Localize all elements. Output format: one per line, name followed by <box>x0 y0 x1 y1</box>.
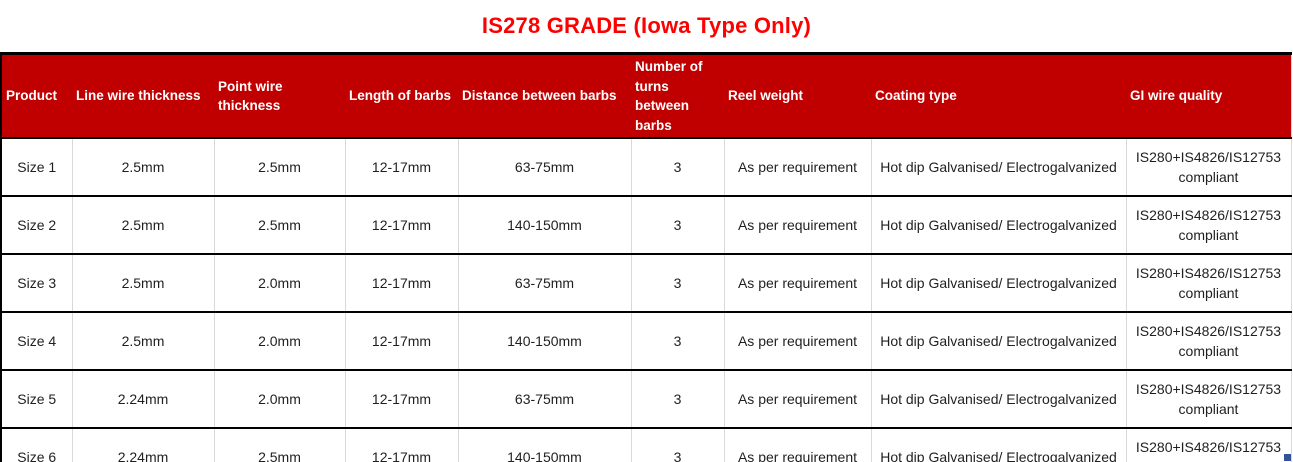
cell-product: Size 2 <box>1 196 72 256</box>
cell-product: Size 3 <box>1 254 72 314</box>
cell-gi-wire-quality: IS280+IS4826/IS12753 compliant <box>1125 138 1291 198</box>
cell-point-wire-thickness: 2.0mm <box>213 370 345 430</box>
cell-product: Size 4 <box>1 312 72 372</box>
page-title: IS278 GRADE (Iowa Type Only) <box>481 13 812 38</box>
cell-distance-between-barbs: 140-150mm <box>457 312 631 372</box>
column-header-point-wire-thickness: Point wire thickness <box>214 53 345 140</box>
cell-distance-between-barbs: 63-75mm <box>457 370 631 430</box>
cell-coating-type: Hot dip Galvanised/ Electrogalvanized <box>870 312 1126 372</box>
cell-point-wire-thickness: 2.0mm <box>213 254 345 314</box>
cell-length-of-barbs: 12-17mm <box>344 138 458 198</box>
cell-gi-wire-quality: IS280+IS4826/IS12753 compliant <box>1125 312 1291 372</box>
cell-reel-weight: As per requirement <box>723 312 871 372</box>
cell-number-of-turns: 3 <box>630 428 724 462</box>
cell-line-wire-thickness: 2.5mm <box>71 312 214 372</box>
cell-line-wire-thickness: 2.24mm <box>71 428 214 462</box>
spec-table: Product Line wire thickness Point wire t… <box>0 52 1292 462</box>
table-row-size-1: Size 1 2.5mm 2.5mm 12-17mm 63-75mm 3 As … <box>1 138 1291 198</box>
column-header-distance-between-barbs: Distance between barbs <box>458 53 631 140</box>
table-row-size-5: Size 5 2.24mm 2.0mm 12-17mm 63-75mm 3 As… <box>1 370 1291 430</box>
cell-number-of-turns: 3 <box>630 196 724 256</box>
cell-gi-wire-quality: IS280+IS4826/IS12753 compliant <box>1125 196 1291 256</box>
table-row-size-2: Size 2 2.5mm 2.5mm 12-17mm 140-150mm 3 A… <box>1 196 1291 256</box>
column-header-product: Product <box>1 53 72 140</box>
cell-number-of-turns: 3 <box>630 370 724 430</box>
column-header-line-wire-thickness: Line wire thickness <box>72 53 214 140</box>
cell-distance-between-barbs: 140-150mm <box>457 428 631 462</box>
cell-line-wire-thickness: 2.5mm <box>71 196 214 256</box>
column-header-number-of-turns: Number of turns between barbs <box>631 53 724 140</box>
cell-point-wire-thickness: 2.5mm <box>213 428 345 462</box>
cell-number-of-turns: 3 <box>630 312 724 372</box>
table-row-size-4: Size 4 2.5mm 2.0mm 12-17mm 140-150mm 3 A… <box>1 312 1291 372</box>
cell-distance-between-barbs: 140-150mm <box>457 196 631 256</box>
title-bar: IS278 GRADE (Iowa Type Only) <box>0 0 1293 52</box>
column-header-coating-type: Coating type <box>871 53 1126 140</box>
cell-number-of-turns: 3 <box>630 254 724 314</box>
cell-length-of-barbs: 12-17mm <box>344 254 458 314</box>
cell-reel-weight: As per requirement <box>723 138 871 198</box>
cell-coating-type: Hot dip Galvanised/ Electrogalvanized <box>870 428 1126 462</box>
cell-coating-type: Hot dip Galvanised/ Electrogalvanized <box>870 254 1126 314</box>
cell-gi-wire-quality: IS280+IS4826/IS12753 compliant <box>1125 370 1291 430</box>
cell-gi-wire-quality: IS280+IS4826/IS12753 compliant <box>1125 254 1291 314</box>
cell-point-wire-thickness: 2.5mm <box>213 196 345 256</box>
cell-product: Size 1 <box>1 138 72 198</box>
column-header-gi-wire-quality: GI wire quality <box>1126 53 1291 140</box>
header-row: Product Line wire thickness Point wire t… <box>1 53 1291 140</box>
cell-length-of-barbs: 12-17mm <box>344 196 458 256</box>
cell-gi-wire-quality: IS280+IS4826/IS12753 compliant <box>1125 428 1291 462</box>
cell-distance-between-barbs: 63-75mm <box>457 254 631 314</box>
cell-distance-between-barbs: 63-75mm <box>457 138 631 198</box>
table-row-size-3: Size 3 2.5mm 2.0mm 12-17mm 63-75mm 3 As … <box>1 254 1291 314</box>
cell-length-of-barbs: 12-17mm <box>344 312 458 372</box>
cell-coating-type: Hot dip Galvanised/ Electrogalvanized <box>870 196 1126 256</box>
cell-point-wire-thickness: 2.0mm <box>213 312 345 372</box>
cell-reel-weight: As per requirement <box>723 370 871 430</box>
column-header-reel-weight: Reel weight <box>724 53 871 140</box>
cell-reel-weight: As per requirement <box>723 254 871 314</box>
cell-length-of-barbs: 12-17mm <box>344 370 458 430</box>
cell-line-wire-thickness: 2.5mm <box>71 138 214 198</box>
cell-product: Size 5 <box>1 370 72 430</box>
cell-line-wire-thickness: 2.24mm <box>71 370 214 430</box>
cell-reel-weight: As per requirement <box>723 196 871 256</box>
selection-fill-handle[interactable] <box>1284 454 1291 461</box>
cell-reel-weight: As per requirement <box>723 428 871 462</box>
cell-length-of-barbs: 12-17mm <box>344 428 458 462</box>
cell-product: Size 6 <box>1 428 72 462</box>
cell-line-wire-thickness: 2.5mm <box>71 254 214 314</box>
column-header-length-of-barbs: Length of barbs <box>345 53 458 140</box>
cell-coating-type: Hot dip Galvanised/ Electrogalvanized <box>870 370 1126 430</box>
cell-number-of-turns: 3 <box>630 138 724 198</box>
cell-point-wire-thickness: 2.5mm <box>213 138 345 198</box>
cell-coating-type: Hot dip Galvanised/ Electrogalvanized <box>870 138 1126 198</box>
table-row-size-6: Size 6 2.24mm 2.5mm 12-17mm 140-150mm 3 … <box>1 428 1291 462</box>
